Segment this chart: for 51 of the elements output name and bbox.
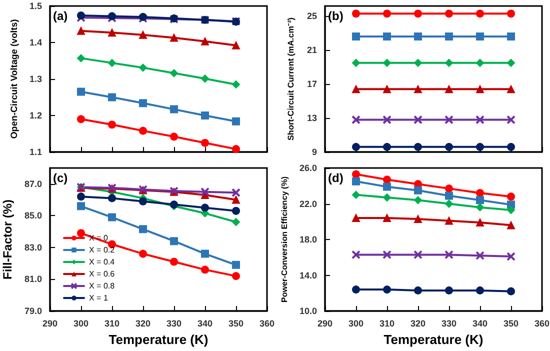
x-tick-label: 350	[503, 318, 519, 328]
y-tick-label: 13	[306, 113, 317, 124]
x-tick-label: 360	[259, 318, 275, 328]
x-tick-label: 330	[166, 318, 182, 328]
x-tick-label: 340	[197, 318, 213, 328]
y-tick-label: 1.2	[29, 110, 42, 120]
legend-label: X = 0.4	[89, 258, 116, 266]
annotation: (a)	[53, 9, 68, 23]
y-tick-label: 81.0	[24, 274, 42, 284]
y-tick-label: 21	[306, 45, 317, 56]
x-tick-label: 310	[379, 318, 395, 328]
x-tick-label: 350	[228, 318, 244, 328]
x-tick-label: 300	[348, 318, 364, 328]
annotation: (d)	[328, 171, 344, 185]
y-tick-label: 1.3	[29, 74, 42, 84]
y-tick-label: 1.1	[29, 147, 42, 157]
y-axis-title: Open-Circuit Voltage (volts)	[9, 19, 20, 139]
y-tick-label: 25	[306, 11, 317, 22]
legend-label: X = 0.2	[89, 246, 116, 254]
annotation: (b)	[328, 9, 344, 23]
y-tick-label: 18.0	[299, 234, 317, 244]
x-tick-label: 310	[104, 318, 120, 328]
y-axis-title: Power-Conversion Efficiency (%)	[280, 176, 290, 303]
y-tick-label: 10.0	[299, 306, 317, 316]
legend-label: X = 1	[89, 294, 108, 302]
y-axis-title: Fill-Factor (%)	[0, 200, 15, 280]
y-tick-label: 79.0	[24, 306, 42, 316]
x-tick-label: 290	[42, 318, 58, 328]
x-axis-title: Temperature (K)	[384, 332, 484, 347]
y-tick-label: 1.5	[29, 1, 42, 11]
y-tick-label: 87.0	[24, 178, 42, 189]
x-tick-label: 340	[472, 318, 488, 328]
y-tick-label: 22.0	[299, 198, 317, 209]
x-tick-label: 300	[73, 318, 89, 328]
x-tick-label: 290	[317, 318, 333, 328]
y-tick-label: 17	[306, 79, 317, 90]
y-tick-label: 14.0	[299, 270, 317, 280]
x-tick-label: 360	[534, 318, 550, 328]
x-tick-label: 320	[410, 318, 426, 328]
legend-label: X = 0.8	[89, 282, 116, 290]
y-tick-label: 26.0	[299, 163, 317, 173]
x-tick-label: 330	[441, 318, 457, 328]
x-tick-label: 320	[135, 318, 151, 328]
legend-label: X = 0.6	[89, 270, 116, 278]
y-tick-label: 83.0	[24, 242, 42, 252]
y-axis-title: Short-Circuit Current (mA.cm⁻²)	[286, 17, 296, 141]
x-axis-title: Temperature (K)	[108, 332, 208, 347]
y-tick-label: 9	[312, 147, 317, 157]
annotation: (c)	[53, 171, 68, 185]
y-tick-label: 1.4	[29, 38, 42, 48]
y-tick-label: 85.0	[24, 210, 42, 221]
